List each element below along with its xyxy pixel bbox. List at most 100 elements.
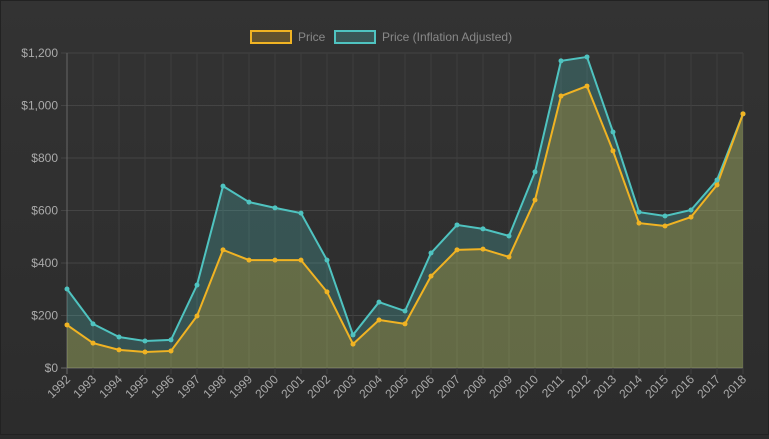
data-point	[636, 220, 642, 226]
data-point	[740, 111, 746, 117]
data-point	[402, 308, 408, 314]
data-point	[194, 313, 200, 319]
x-tick-label: 2002	[304, 372, 333, 401]
data-point	[532, 197, 538, 203]
data-point	[480, 226, 486, 232]
data-point	[350, 341, 356, 347]
x-tick-label: 2007	[434, 372, 463, 401]
data-point	[584, 54, 590, 60]
x-tick-label: 2014	[616, 372, 645, 401]
data-point	[220, 183, 226, 189]
x-tick-label: 2011	[539, 372, 567, 400]
y-tick-label: $1,000	[21, 99, 58, 113]
data-point	[246, 257, 252, 263]
x-tick-label: 2012	[564, 372, 593, 401]
data-point	[428, 273, 434, 279]
data-point	[168, 348, 174, 354]
series-area	[67, 86, 743, 368]
data-point	[64, 286, 70, 292]
x-tick-label: 2015	[642, 372, 671, 401]
series-points	[64, 54, 746, 355]
legend-swatch	[334, 30, 376, 44]
data-point	[116, 347, 122, 353]
data-point	[688, 207, 694, 213]
grid	[61, 52, 744, 374]
data-point	[90, 321, 96, 327]
data-point	[142, 349, 148, 355]
data-point	[246, 199, 252, 205]
data-point	[324, 257, 330, 263]
x-tick-label: 1998	[200, 372, 229, 401]
data-point	[194, 282, 200, 288]
x-tick-label: 2001	[278, 372, 307, 401]
legend-swatch	[250, 30, 292, 44]
x-tick-label: 1996	[148, 372, 177, 401]
data-point	[90, 340, 96, 346]
data-point	[350, 332, 356, 338]
data-point	[610, 129, 616, 135]
x-tick-label: 2017	[694, 372, 723, 401]
y-tick-label: $200	[31, 309, 58, 323]
x-axis-ticks: 1992199319941995199619971998199920002001…	[44, 372, 749, 401]
data-point	[584, 83, 590, 89]
data-point	[454, 222, 460, 228]
x-tick-label: 2018	[720, 372, 749, 401]
data-point	[480, 246, 486, 252]
legend-label: Price (Inflation Adjusted)	[382, 30, 512, 44]
data-point	[64, 322, 70, 328]
data-point	[558, 58, 564, 64]
data-point	[636, 209, 642, 215]
y-tick-label: $0	[45, 361, 59, 375]
x-tick-label: 1994	[96, 372, 125, 401]
x-tick-label: 1997	[174, 372, 203, 401]
y-tick-label: $600	[31, 204, 58, 218]
data-point	[324, 289, 330, 295]
data-point	[506, 254, 512, 260]
data-point	[142, 338, 148, 344]
data-point	[272, 257, 278, 263]
data-point	[168, 337, 174, 343]
x-tick-label: 1995	[122, 372, 151, 401]
series-areas	[67, 56, 743, 368]
x-tick-label: 2005	[382, 372, 411, 401]
series-area	[67, 56, 743, 368]
data-point	[662, 223, 668, 229]
data-point	[298, 210, 304, 216]
data-point	[428, 250, 434, 256]
x-tick-label: 1999	[226, 372, 255, 401]
data-point	[532, 169, 538, 175]
y-tick-label: $800	[31, 151, 58, 165]
x-tick-label: 1992	[44, 372, 73, 401]
data-point	[506, 233, 512, 239]
data-point	[116, 334, 122, 340]
data-point	[272, 205, 278, 211]
x-tick-label: 2003	[330, 372, 359, 401]
data-point	[662, 213, 668, 219]
x-tick-label: 2010	[512, 372, 541, 401]
x-tick-label: 2016	[668, 372, 697, 401]
x-tick-label: 1993	[70, 372, 99, 401]
data-point	[220, 247, 226, 253]
x-tick-label: 2009	[486, 372, 515, 401]
data-point	[714, 182, 720, 188]
x-tick-label: 2006	[408, 372, 437, 401]
data-point	[688, 214, 694, 220]
data-point	[714, 177, 720, 183]
data-point	[376, 317, 382, 323]
x-tick-label: 2004	[356, 372, 385, 401]
data-point	[454, 247, 460, 253]
x-tick-label: 2000	[252, 372, 281, 401]
y-axis-ticks: $0 $200 $400 $600 $800 $1,000 $1,200	[21, 46, 58, 375]
legend-label: Price	[298, 30, 326, 44]
y-tick-label: $1,200	[21, 46, 58, 60]
y-tick-label: $400	[31, 256, 58, 270]
data-point	[376, 299, 382, 305]
data-point	[298, 257, 304, 263]
data-point	[402, 321, 408, 327]
data-point	[558, 93, 564, 99]
legend: Price Price (Inflation Adjusted)	[250, 30, 512, 44]
x-tick-label: 2013	[590, 372, 619, 401]
x-tick-label: 2008	[460, 372, 489, 401]
